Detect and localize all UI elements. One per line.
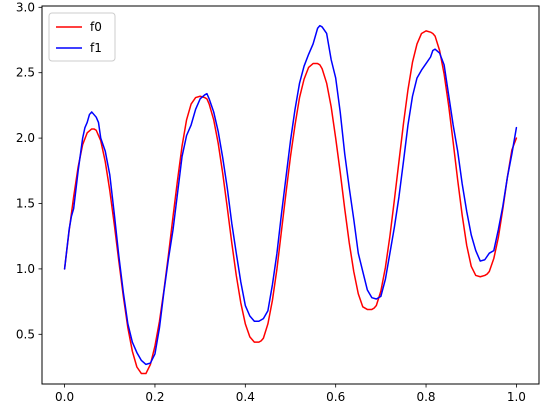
series-lines (63, 24, 518, 375)
y-tick-label: 1.0 (16, 262, 35, 276)
x-tick-label: 0.6 (326, 390, 345, 404)
y-tick-label: 0.5 (16, 327, 35, 341)
y-tick-label: 1.5 (16, 197, 35, 211)
y-tick-label: 2.5 (16, 66, 35, 80)
legend-label-f0: f0 (90, 20, 102, 34)
axes-frame (41, 5, 540, 385)
x-tick-label: 0.4 (236, 390, 255, 404)
legend-box (48, 12, 116, 62)
series-line-f1 (63, 24, 518, 366)
legend: f0 f1 (48, 12, 116, 62)
legend-label-f1: f1 (90, 41, 102, 55)
x-tick-label: 0.2 (145, 390, 164, 404)
y-tick-label: 2.0 (16, 131, 35, 145)
x-tick-label: 1.0 (507, 390, 526, 404)
x-tick-label: 0.0 (55, 390, 74, 404)
axis-ticks: 0.0 0.2 0.4 0.6 0.8 1.0 0.5 1.0 1.5 2.0 2.5 3.0 (16, 0, 526, 404)
series-line-f0 (63, 30, 518, 375)
x-tick-label: 0.8 (416, 390, 435, 404)
y-tick-label: 3.0 (16, 0, 35, 14)
